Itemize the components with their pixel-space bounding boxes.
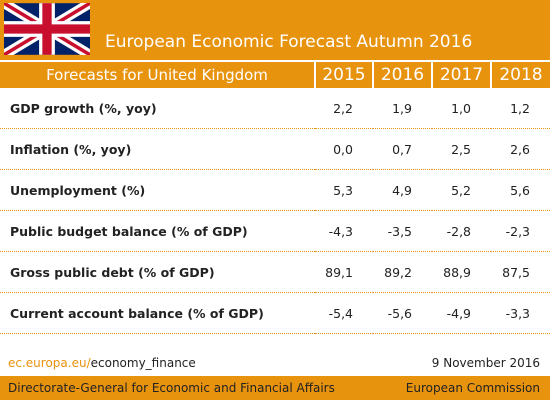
row-label: Unemployment (%) [0, 169, 315, 211]
cell-value: 4,9 [373, 169, 432, 211]
cell-value: -3,3 [491, 292, 550, 334]
table-caption: Forecasts for United Kingdom [0, 62, 315, 88]
url-path: economy_finance [90, 356, 196, 370]
department: Directorate-General for Economic and Fin… [8, 381, 335, 395]
cell-value: -4,9 [432, 292, 491, 334]
cell-value: 5,6 [491, 169, 550, 211]
cell-value: 0,0 [315, 128, 373, 170]
row-label: Current account balance (% of GDP) [0, 292, 315, 334]
cell-value: -2,8 [432, 210, 491, 252]
cell-value: 89,2 [373, 251, 432, 293]
cell-value: 5,2 [432, 169, 491, 211]
table-row: Unemployment (%) 5,3 4,9 5,2 5,6 [0, 169, 550, 211]
cell-value: 88,9 [432, 251, 491, 293]
year-header: 2016 [372, 62, 432, 88]
table-body: GDP growth (%, yoy) 2,2 1,9 1,0 1,2 Inflation… [0, 88, 550, 334]
source-url: ec.europa.eu/economy_finance [8, 356, 196, 370]
cell-value: -2,3 [491, 210, 550, 252]
year-header: 2017 [431, 62, 491, 88]
cell-value: 5,3 [315, 169, 373, 211]
date: 9 November 2016 [431, 356, 540, 370]
cell-value: 2,6 [491, 128, 550, 170]
year-header: 2015 [314, 62, 373, 88]
cell-value: 0,7 [373, 128, 432, 170]
cell-value: -5,6 [373, 292, 432, 334]
cell-value: 2,2 [315, 88, 373, 129]
cell-value: 1,9 [373, 88, 432, 129]
table-row: Public budget balance (% of GDP) -4,3 -3,5… [0, 210, 550, 252]
year-header: 2018 [490, 62, 550, 88]
cell-value: 89,1 [315, 251, 373, 293]
cell-value: 2,5 [432, 128, 491, 170]
url-domain: ec.europa.eu/ [8, 356, 91, 370]
title: European Economic Forecast Autumn 2016 [105, 32, 473, 52]
table-row: Inflation (%, yoy) 0,0 0,7 2,5 2,6 [0, 128, 550, 170]
table-row: GDP growth (%, yoy) 2,2 1,9 1,0 1,2 [0, 88, 550, 129]
forecast-table: Forecasts for United Kingdom 2015 2016 201… [0, 62, 550, 334]
header-band: European Economic Forecast Autumn 2016 [0, 0, 550, 60]
organisation: European Commission [405, 381, 540, 395]
row-label: Inflation (%, yoy) [0, 128, 315, 170]
table-row: Gross public debt (% of GDP) 89,1 89,2 88,9… [0, 251, 550, 293]
footer-bar: Directorate-General for Economic and Fin… [0, 376, 550, 400]
row-label: GDP growth (%, yoy) [0, 88, 315, 129]
cell-value: 1,0 [432, 88, 491, 129]
table-row: Current account balance (% of GDP) -5,4 -5… [0, 292, 550, 334]
cell-value: 87,5 [491, 251, 550, 293]
cell-value: 1,2 [491, 88, 550, 129]
row-label: Gross public debt (% of GDP) [0, 251, 315, 293]
header-row: Forecasts for United Kingdom 2015 2016 201… [0, 62, 550, 88]
cell-value: -5,4 [315, 292, 373, 334]
row-label: Public budget balance (% of GDP) [0, 210, 315, 252]
cell-value: -4,3 [315, 210, 373, 252]
uk-flag [4, 3, 90, 55]
cell-value: -3,5 [373, 210, 432, 252]
